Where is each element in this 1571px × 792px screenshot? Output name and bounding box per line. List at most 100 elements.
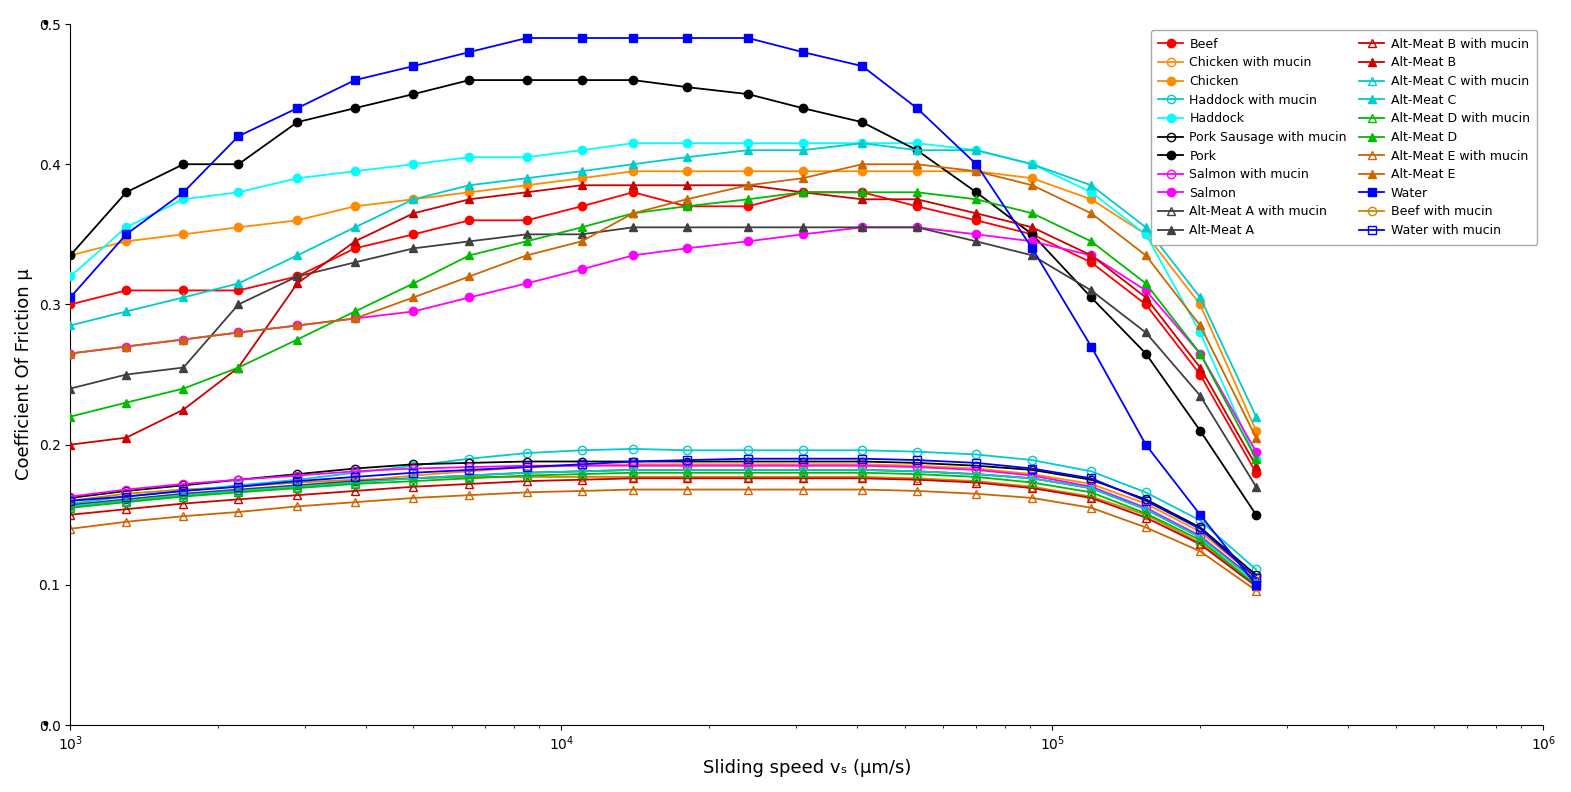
Alt-Meat C with mucin <box>966 470 985 479</box>
Alt-Meat A with mucin <box>1191 532 1210 542</box>
Water <box>229 131 248 141</box>
Alt-Meat C with mucin <box>346 478 364 487</box>
Chicken with mucin <box>1136 499 1155 508</box>
Water <box>287 104 306 113</box>
Alt-Meat A <box>1191 390 1210 400</box>
Line: Salmon: Salmon <box>66 223 1260 456</box>
Alt-Meat D with mucin <box>738 468 757 478</box>
Beef with mucin <box>404 474 423 483</box>
Haddock <box>1191 328 1210 337</box>
Beef with mucin <box>966 476 985 485</box>
Alt-Meat D <box>517 237 536 246</box>
Alt-Meat B <box>793 188 812 197</box>
Chicken <box>853 166 872 176</box>
Haddock with mucin <box>116 492 135 501</box>
Alt-Meat A with mucin <box>572 466 591 476</box>
Salmon with mucin <box>346 466 364 476</box>
Water with mucin <box>229 482 248 492</box>
Haddock with mucin <box>1023 455 1042 465</box>
Line: Alt-Meat A: Alt-Meat A <box>66 223 1260 491</box>
Haddock with mucin <box>908 447 927 456</box>
Alt-Meat D with mucin <box>116 497 135 507</box>
Chicken <box>966 166 985 176</box>
Chicken with mucin <box>1082 479 1101 489</box>
Alt-Meat D with mucin <box>346 479 364 489</box>
Alt-Meat E <box>116 342 135 352</box>
Water <box>517 33 536 43</box>
Pork Sausage with mucin <box>1247 570 1266 580</box>
Pork <box>1191 426 1210 436</box>
Alt-Meat C <box>1023 159 1042 169</box>
Chicken <box>346 201 364 211</box>
Alt-Meat E <box>517 250 536 260</box>
Chicken with mucin <box>738 459 757 469</box>
Alt-Meat B with mucin <box>287 490 306 500</box>
Alt-Meat A <box>116 370 135 379</box>
Haddock with mucin <box>460 454 479 463</box>
Alt-Meat B <box>460 195 479 204</box>
Line: Chicken with mucin: Chicken with mucin <box>66 460 1260 582</box>
Salmon <box>1023 237 1042 246</box>
Water <box>1023 244 1042 253</box>
Pork Sausage with mucin <box>572 457 591 466</box>
Haddock with mucin <box>1082 466 1101 476</box>
Beef with mucin <box>908 474 927 483</box>
Alt-Meat C <box>287 250 306 260</box>
Water with mucin <box>966 458 985 467</box>
Alt-Meat C with mucin <box>287 482 306 492</box>
Alt-Meat B with mucin <box>517 476 536 485</box>
Salmon <box>908 223 927 232</box>
Beef <box>738 201 757 211</box>
Alt-Meat E <box>1136 250 1155 260</box>
Text: •: • <box>41 15 50 33</box>
Alt-Meat A <box>1136 328 1155 337</box>
Beef <box>517 215 536 225</box>
Alt-Meat E <box>404 293 423 303</box>
Haddock with mucin <box>517 448 536 458</box>
Alt-Meat C with mucin <box>793 465 812 474</box>
Haddock <box>460 153 479 162</box>
Haddock <box>404 159 423 169</box>
Salmon <box>853 223 872 232</box>
Beef with mucin <box>624 472 643 482</box>
Alt-Meat A <box>61 384 80 394</box>
Water with mucin <box>346 472 364 482</box>
Alt-Meat A with mucin <box>1136 505 1155 514</box>
Pork <box>793 104 812 113</box>
Salmon <box>116 342 135 352</box>
Water with mucin <box>572 459 591 469</box>
Beef with mucin <box>677 472 696 482</box>
Pork <box>287 117 306 127</box>
Beef with mucin <box>1191 538 1210 547</box>
Line: Alt-Meat E: Alt-Meat E <box>66 160 1260 442</box>
Alt-Meat D with mucin <box>460 474 479 483</box>
Alt-Meat B <box>1136 293 1155 303</box>
Line: Alt-Meat D: Alt-Meat D <box>66 188 1260 463</box>
Alt-Meat E with mucin <box>1247 586 1266 596</box>
Alt-Meat B <box>116 433 135 443</box>
Beef with mucin <box>572 472 591 482</box>
Beef with mucin <box>346 475 364 485</box>
Chicken with mucin <box>572 461 591 470</box>
Alt-Meat A <box>1247 482 1266 492</box>
Alt-Meat B with mucin <box>404 482 423 492</box>
Chicken with mucin <box>908 461 927 470</box>
Salmon <box>61 348 80 358</box>
Pork Sausage with mucin <box>460 458 479 467</box>
Alt-Meat C with mucin <box>404 474 423 483</box>
Pork <box>677 82 696 92</box>
Pork Sausage with mucin <box>287 470 306 479</box>
Alt-Meat B <box>287 279 306 288</box>
Alt-Meat B <box>517 188 536 197</box>
Pork <box>460 75 479 85</box>
Pork <box>966 188 985 197</box>
Line: Alt-Meat C: Alt-Meat C <box>66 139 1260 421</box>
Haddock <box>1247 454 1266 463</box>
Alt-Meat D with mucin <box>229 488 248 497</box>
Alt-Meat C with mucin <box>1023 474 1042 483</box>
Salmon with mucin <box>853 461 872 470</box>
Alt-Meat B <box>346 237 364 246</box>
Alt-Meat E <box>174 335 193 345</box>
Haddock with mucin <box>677 446 696 455</box>
Alt-Meat E with mucin <box>853 485 872 494</box>
